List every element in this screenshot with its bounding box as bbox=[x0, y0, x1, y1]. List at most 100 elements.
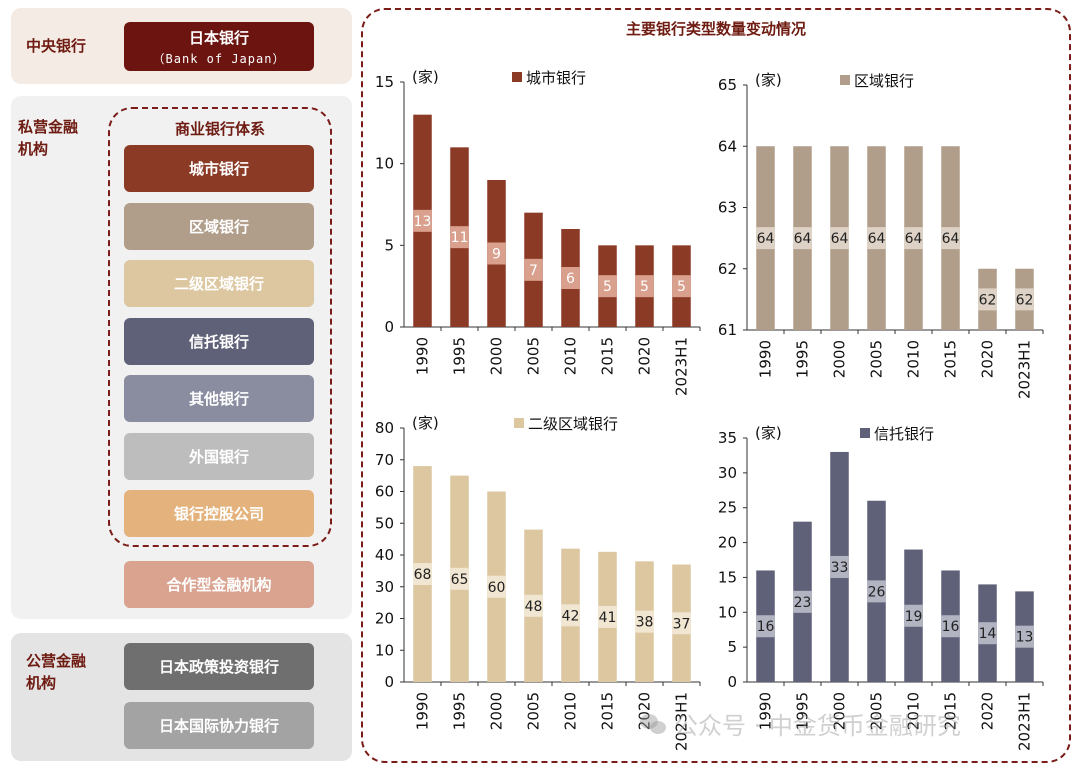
data-label-bg bbox=[904, 227, 923, 250]
data-label: 23 bbox=[794, 595, 812, 611]
cooperative-financial-box: 合作型金融机构 bbox=[124, 561, 314, 608]
other-bank-box: 其他银行 bbox=[124, 375, 314, 422]
data-label-bg bbox=[830, 555, 849, 578]
data-label-bg bbox=[450, 226, 469, 249]
x-tick-label: 2015 bbox=[599, 337, 617, 375]
x-tick-label: 2000 bbox=[488, 337, 506, 375]
data-label-bg bbox=[413, 209, 432, 232]
x-tick-label: 2005 bbox=[868, 340, 886, 378]
data-label-bg bbox=[672, 612, 691, 635]
data-label: 6 bbox=[566, 271, 575, 287]
y-tick-label: 30 bbox=[375, 578, 394, 596]
legend: 城市银行 bbox=[512, 69, 586, 87]
x-tick-label: 1990 bbox=[757, 692, 775, 730]
legend: 二级区域银行 bbox=[514, 415, 618, 433]
x-tick-label: 2023H1 bbox=[673, 692, 691, 751]
regional-bank-chart: 61 62 63 64 65 (家) 区域银行 64 1990 64 1995 64 2000 64 200… bbox=[718, 71, 1044, 399]
data-label-bg bbox=[978, 622, 997, 645]
data-label-bg bbox=[1015, 288, 1034, 311]
legend-swatch bbox=[512, 72, 522, 82]
y-tick-label: 10 bbox=[375, 155, 394, 173]
x-tick-label: 2005 bbox=[525, 692, 543, 730]
unit-label: (家) bbox=[412, 68, 439, 86]
data-label-bg bbox=[598, 605, 617, 628]
legend-label: 信托银行 bbox=[874, 425, 934, 443]
unit-label: (家) bbox=[755, 424, 782, 442]
x-tick-label: 2010 bbox=[905, 692, 923, 730]
bank-holding-box: 银行控股公司 bbox=[124, 490, 314, 537]
city-bank-chart: 0 5 10 15 (家) 城市银行 13 1990 11 1995 9 2000 7 2005 6 2010… bbox=[375, 68, 701, 396]
data-label: 48 bbox=[525, 599, 543, 615]
data-label: 68 bbox=[414, 567, 432, 583]
data-label: 64 bbox=[794, 231, 812, 247]
y-tick-label: 35 bbox=[718, 429, 737, 447]
bank-of-japan-title: 日本银行 bbox=[188, 28, 249, 47]
data-label-bg bbox=[793, 227, 812, 250]
x-tick-label: 1995 bbox=[794, 692, 812, 730]
data-label: 42 bbox=[562, 608, 580, 624]
data-label-bg bbox=[598, 275, 617, 298]
x-tick-label: 1990 bbox=[757, 340, 775, 378]
y-tick-label: 40 bbox=[375, 546, 394, 564]
y-tick-label: 60 bbox=[375, 483, 394, 501]
watermark-text: 公众号 · 中金货币金融研究 bbox=[674, 712, 961, 740]
data-label: 19 bbox=[905, 609, 923, 625]
data-label-bg bbox=[904, 604, 923, 627]
data-label-bg bbox=[941, 615, 960, 638]
x-tick-label: 2010 bbox=[562, 692, 580, 730]
data-label: 5 bbox=[640, 279, 649, 295]
legend-label: 城市银行 bbox=[526, 69, 586, 87]
trust-bank-box: 信托银行 bbox=[124, 317, 314, 365]
bank-of-japan-box: 日本银行 （Bank of Japan） bbox=[124, 22, 314, 71]
watermark: 公众号 · 中金货币金融研究 bbox=[640, 706, 961, 741]
legend-label: 区域银行 bbox=[854, 72, 914, 90]
y-tick-label: 25 bbox=[718, 499, 737, 517]
charts-title: 主要银行类型数量变动情况 bbox=[625, 20, 806, 38]
x-tick-label: 2020 bbox=[979, 692, 997, 730]
data-label-bg bbox=[561, 604, 580, 627]
data-label-bg bbox=[450, 567, 469, 590]
x-tick-label: 2015 bbox=[942, 340, 960, 378]
central-bank-label: 中央银行 bbox=[26, 37, 87, 55]
y-tick-label: 61 bbox=[718, 321, 737, 339]
data-label: 62 bbox=[979, 292, 997, 308]
commercial-bank-system-title: 商业银行体系 bbox=[174, 120, 265, 138]
legend: 信托银行 bbox=[860, 425, 934, 443]
trust-bank-chart: 0 5 10 15 20 25 30 35 (家) 信托银行 16 1990 23 1995 33 2000 2… bbox=[718, 424, 1044, 751]
data-label: 9 bbox=[492, 247, 501, 263]
bank-of-japan-subtitle: （Bank of Japan） bbox=[152, 51, 286, 66]
y-tick-label: 30 bbox=[718, 464, 737, 482]
x-tick-label: 2023H1 bbox=[1016, 340, 1034, 399]
data-label: 37 bbox=[673, 616, 691, 632]
legend-label: 二级区域银行 bbox=[528, 415, 618, 433]
legend-swatch bbox=[860, 428, 870, 438]
data-label: 33 bbox=[831, 560, 849, 576]
data-label: 16 bbox=[757, 619, 775, 635]
data-label: 14 bbox=[979, 626, 997, 642]
data-label: 38 bbox=[636, 615, 654, 631]
data-label: 65 bbox=[451, 572, 469, 588]
private-institutions-label: 私营金融机构 bbox=[18, 118, 79, 158]
y-tick-label: 62 bbox=[718, 260, 737, 278]
data-label: 64 bbox=[868, 231, 886, 247]
foreign-bank-box: 外国银行 bbox=[124, 432, 314, 480]
data-label: 62 bbox=[1016, 292, 1034, 308]
y-tick-label: 63 bbox=[718, 199, 737, 217]
legend: 区域银行 bbox=[840, 72, 914, 90]
data-label-bg bbox=[867, 227, 886, 250]
y-tick-label: 0 bbox=[727, 673, 737, 691]
data-label-bg bbox=[635, 275, 654, 298]
x-tick-label: 1990 bbox=[414, 692, 432, 730]
x-tick-label: 2020 bbox=[636, 692, 654, 730]
legend-swatch bbox=[840, 75, 850, 85]
data-label-bg bbox=[561, 267, 580, 289]
data-label-bg bbox=[487, 575, 506, 598]
x-tick-label: 1995 bbox=[794, 340, 812, 378]
x-tick-label: 2010 bbox=[562, 337, 580, 375]
policy-investment-bank-box: 日本政策投资银行 bbox=[124, 643, 314, 690]
y-tick-label: 50 bbox=[375, 514, 394, 532]
wechat-icon bbox=[640, 712, 668, 736]
x-tick-label: 2015 bbox=[599, 692, 617, 730]
data-label-bg bbox=[756, 227, 775, 250]
data-label-bg bbox=[793, 590, 812, 613]
